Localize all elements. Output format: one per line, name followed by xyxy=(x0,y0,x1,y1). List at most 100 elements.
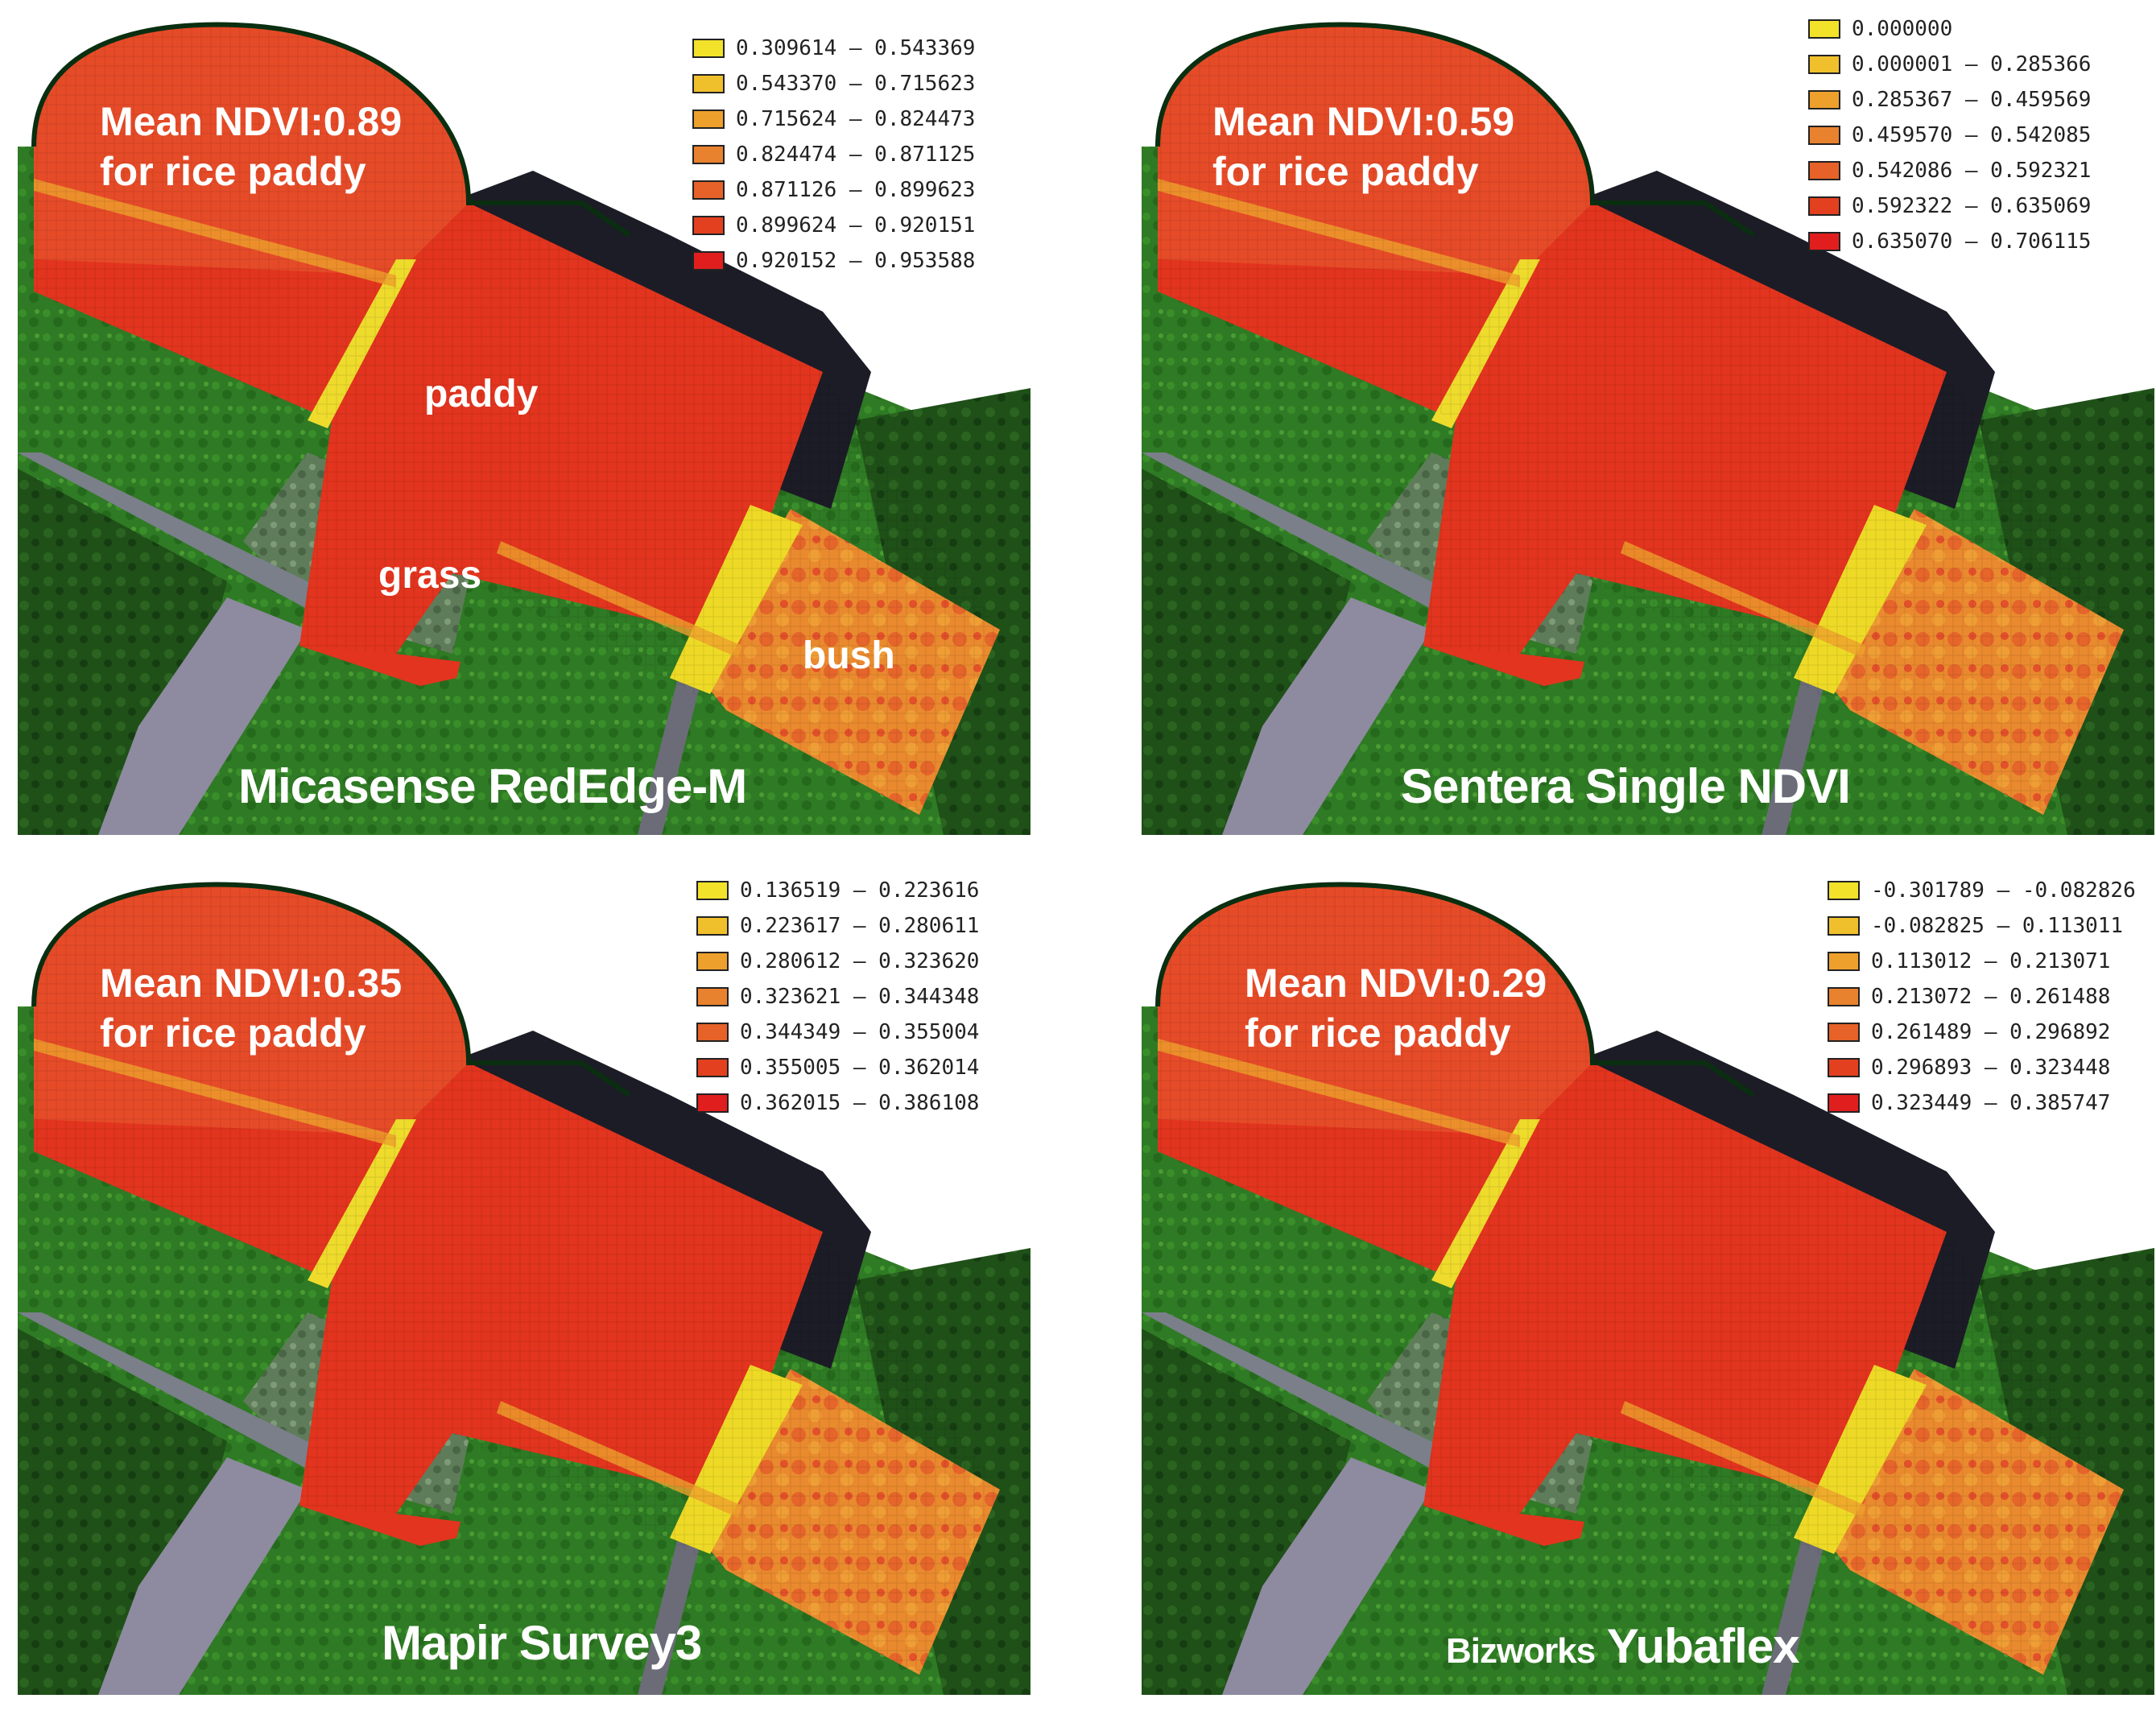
road xyxy=(638,1538,702,1695)
legend-label: 0.000000 xyxy=(1852,18,1953,41)
legend-swatch xyxy=(1828,1058,1860,1077)
parking-lot xyxy=(98,597,308,835)
legend-swatch xyxy=(1808,55,1840,74)
legend-item: 0.715624 – 0.824473 xyxy=(692,101,975,137)
legend-swatch xyxy=(696,1058,729,1077)
legend-label: 0.635070 – 0.706115 xyxy=(1852,229,2092,254)
mean-ndvi-label: Mean NDVI:0.59 for rice paddy xyxy=(1212,99,1515,194)
sensor-name: Mapir Survey3 xyxy=(382,1616,702,1670)
legend-swatch xyxy=(696,881,729,900)
road xyxy=(1142,453,1448,614)
sensor-name: Sentera Single NDVI xyxy=(1401,759,1851,813)
legend-label: 0.213072 – 0.261488 xyxy=(1871,985,2111,1009)
legend-swatch xyxy=(696,1023,729,1042)
legend-item: -0.082825 – 0.113011 xyxy=(1828,908,2136,944)
legend-label: 0.309614 – 0.543369 xyxy=(736,36,976,60)
legend-label: 0.920152 – 0.953588 xyxy=(736,249,976,273)
legend-label: 0.323449 – 0.385747 xyxy=(1871,1091,2111,1115)
panel-bizworks: Mean NDVI:0.29 for rice paddy Bizworks Y… xyxy=(1142,878,2154,1695)
field-boundary xyxy=(1155,882,1755,1097)
legend-item: 0.285367 – 0.459569 xyxy=(1808,82,2091,118)
legend-swatch xyxy=(692,74,725,93)
pixel-grid xyxy=(34,24,1000,816)
road xyxy=(1142,1312,1448,1473)
legend-label: -0.301789 – -0.082826 xyxy=(1871,878,2136,903)
legend-swatch xyxy=(1828,916,1860,936)
legend-label: 0.459570 – 0.542085 xyxy=(1852,123,2092,147)
field-boundary xyxy=(31,882,631,1097)
sensor-model: Yubaflex xyxy=(1606,1619,1800,1673)
grass-label: grass xyxy=(378,554,482,597)
ndvi-legend: -0.301789 – -0.082826 -0.082825 – 0.11301… xyxy=(1828,878,2136,1121)
legend-item: 0.920152 – 0.953588 xyxy=(692,243,975,279)
legend-label: 0.592322 – 0.635069 xyxy=(1852,194,2092,218)
legend-label: 0.344349 – 0.355004 xyxy=(740,1020,980,1044)
legend-item: 0.899624 – 0.920151 xyxy=(692,208,975,243)
ndvi-legend: 0.000000 0.000001 – 0.285366 0.285367 – 0.… xyxy=(1808,18,2091,259)
legend-swatch xyxy=(692,110,725,129)
ndvi-map-micasense xyxy=(18,18,1031,835)
legend-swatch xyxy=(1808,232,1840,251)
parking-lot xyxy=(1222,597,1431,835)
legend-label: 0.113012 – 0.213071 xyxy=(1871,949,2111,973)
legend-swatch xyxy=(1828,1023,1860,1042)
road xyxy=(18,453,324,614)
legend-swatch xyxy=(1828,881,1860,900)
ndvi-legend: 0.136519 – 0.223616 0.223617 – 0.280611 0.… xyxy=(696,878,979,1121)
legend-label: 0.871126 – 0.899623 xyxy=(736,178,976,202)
legend-item: 0.592322 – 0.635069 xyxy=(1808,188,2091,224)
legend-label: 0.355005 – 0.362014 xyxy=(740,1056,980,1080)
field-boundary xyxy=(1155,22,1755,238)
legend-label: 0.542086 – 0.592321 xyxy=(1852,159,2092,183)
mean-ndvi-label: Mean NDVI:0.29 for rice paddy xyxy=(1245,961,1547,1056)
legend-swatch xyxy=(1808,161,1840,180)
legend-swatch xyxy=(692,39,725,58)
legend-item: 0.296893 – 0.323448 xyxy=(1828,1050,2136,1085)
legend-swatch xyxy=(696,1093,729,1113)
legend-swatch xyxy=(1808,90,1840,110)
ndvi-map-mapir xyxy=(18,878,1031,1695)
legend-swatch xyxy=(692,145,725,164)
legend-item: 0.000000 xyxy=(1808,18,2091,47)
legend-item: 0.000001 – 0.285366 xyxy=(1808,47,2091,82)
legend-item: 0.459570 – 0.542085 xyxy=(1808,118,2091,153)
ndvi-legend: 0.309614 – 0.543369 0.543370 – 0.715623 0.… xyxy=(692,31,975,279)
road xyxy=(1762,1538,1826,1695)
legend-item: 0.136519 – 0.223616 xyxy=(696,878,979,908)
legend-item: 0.323449 – 0.385747 xyxy=(1828,1085,2136,1121)
legend-label: 0.280612 – 0.323620 xyxy=(740,949,980,973)
legend-label: 0.899624 – 0.920151 xyxy=(736,213,976,238)
legend-label: 0.323621 – 0.344348 xyxy=(740,985,980,1009)
mean-ndvi-label: Mean NDVI:0.35 for rice paddy xyxy=(100,961,403,1056)
legend-item: 0.362015 – 0.386108 xyxy=(696,1085,979,1121)
legend-label: 0.000001 – 0.285366 xyxy=(1852,52,2092,76)
sensor-name: Micasense RedEdge-M xyxy=(238,759,747,813)
legend-label: 0.285367 – 0.459569 xyxy=(1852,88,2092,112)
panel-mapir: Mean NDVI:0.35 for rice paddy Mapir Surv… xyxy=(18,878,1031,1695)
bush-label: bush xyxy=(803,634,895,677)
legend-label: 0.261489 – 0.296892 xyxy=(1871,1020,2111,1044)
legend-item: 0.261489 – 0.296892 xyxy=(1828,1015,2136,1050)
legend-item: 0.309614 – 0.543369 xyxy=(692,31,975,66)
legend-swatch xyxy=(1808,196,1840,216)
legend-label: 0.296893 – 0.323448 xyxy=(1871,1056,2111,1080)
legend-label: 0.715624 – 0.824473 xyxy=(736,107,976,131)
panel-sentera: Mean NDVI:0.59 for rice paddy Sentera Si… xyxy=(1142,18,2154,835)
legend-item: 0.280612 – 0.323620 xyxy=(696,944,979,979)
road xyxy=(638,678,702,835)
legend-label: 0.136519 – 0.223616 xyxy=(740,878,980,903)
field-boundary xyxy=(31,22,631,238)
legend-item: 0.223617 – 0.280611 xyxy=(696,908,979,944)
legend-swatch xyxy=(696,916,729,936)
parking-lot xyxy=(98,1457,308,1695)
legend-swatch xyxy=(1808,126,1840,145)
paddy-label: paddy xyxy=(424,373,539,415)
legend-label: 0.223617 – 0.280611 xyxy=(740,914,980,938)
legend-item: 0.635070 – 0.706115 xyxy=(1808,224,2091,259)
legend-label: 0.824474 – 0.871125 xyxy=(736,143,976,167)
legend-swatch xyxy=(696,987,729,1006)
legend-item: 0.113012 – 0.213071 xyxy=(1828,944,2136,979)
legend-item: 0.542086 – 0.592321 xyxy=(1808,153,2091,188)
road xyxy=(1762,678,1826,835)
legend-swatch xyxy=(692,251,725,271)
